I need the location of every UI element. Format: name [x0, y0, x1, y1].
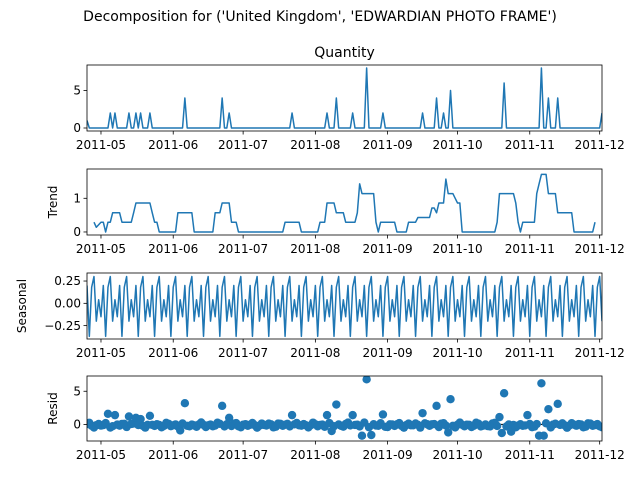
- y-tick-label: 1: [73, 191, 81, 205]
- x-tick-label: 2011-07: [218, 138, 268, 152]
- x-tick-label: 2011-06: [148, 138, 198, 152]
- resid-point: [499, 389, 509, 398]
- resid-point: [492, 421, 502, 431]
- axes-frame: [86, 168, 603, 236]
- x-tick-label: 2011-08: [290, 346, 340, 360]
- resid-point: [332, 400, 341, 409]
- axes-frame: [86, 375, 603, 442]
- panels-group: 2011-05 2011-06 2011-07 2011-08 2011-09 2011-…: [15, 45, 625, 462]
- x-tick-label: 2011-10: [432, 448, 482, 462]
- resid-point: [497, 428, 506, 438]
- x-tick-label: 2011-11: [505, 138, 555, 152]
- resid-point: [495, 412, 504, 422]
- resid-point: [597, 423, 602, 432]
- axes-frame: [86, 64, 603, 132]
- y-tick-label: 0.00: [54, 297, 81, 311]
- y-tick-label: 5: [73, 384, 81, 398]
- x-tick-label: 2011-10: [432, 138, 482, 152]
- x-tick-label: 2011-09: [363, 448, 413, 462]
- x-tick-label: 2011-09: [363, 242, 413, 256]
- y-axis-label: Seasonal: [15, 279, 29, 333]
- x-tick-label: 2011-05: [76, 138, 126, 152]
- panel-3: 2011-05 2011-06 2011-07 2011-08 2011-09 2011-…: [15, 272, 625, 360]
- y-tick-label: −0.25: [44, 319, 81, 333]
- resid-point: [357, 431, 367, 440]
- resid-point: [378, 410, 388, 419]
- resid-point: [176, 426, 185, 435]
- x-tick-label: 2011-06: [148, 346, 198, 360]
- resid-point: [287, 410, 297, 420]
- x-tick-label: 2011-06: [148, 242, 198, 256]
- x-tick-label: 2011-09: [363, 138, 413, 152]
- x-tick-label: 2011-08: [290, 138, 340, 152]
- resid-point: [523, 410, 532, 420]
- y-tick-label: 0: [73, 121, 81, 135]
- seasonal-series-line: [87, 275, 602, 338]
- plot-area: [93, 173, 596, 233]
- resid-point: [441, 421, 451, 430]
- x-tick-label: 2011-12: [575, 346, 625, 360]
- plot-area: [87, 275, 602, 338]
- y-tick-label: 5: [73, 84, 81, 98]
- resid-point: [444, 428, 453, 437]
- resid-point: [103, 409, 113, 419]
- x-tick-label: 2011-11: [505, 346, 555, 360]
- plot-area: [87, 67, 602, 129]
- resid-point: [180, 398, 190, 408]
- resid-point: [145, 411, 155, 420]
- x-tick-label: 2011-07: [218, 346, 268, 360]
- resid-point: [348, 410, 357, 420]
- x-tick-label: 2011-05: [76, 346, 126, 360]
- figure-suptitle: Decomposition for ('United Kingdom', 'ED…: [83, 9, 557, 25]
- x-tick-label: 2011-05: [76, 448, 126, 462]
- resid-point: [537, 379, 546, 388]
- x-tick-label: 2011-12: [575, 138, 625, 152]
- trend-series-line: [93, 173, 596, 233]
- panel-title: Quantity: [314, 45, 375, 61]
- resid-point: [553, 399, 562, 409]
- resid-point: [322, 410, 332, 420]
- resid-point: [136, 414, 145, 424]
- x-tick-label: 2011-10: [432, 346, 482, 360]
- resid-point: [532, 419, 541, 429]
- y-axis-label: Resid: [46, 392, 60, 424]
- resid-point: [110, 410, 120, 420]
- x-tick-label: 2011-10: [432, 242, 482, 256]
- resid-point: [224, 413, 234, 422]
- panel-2: 2011-05 2011-06 2011-07 2011-08 2011-09 2011-…: [46, 168, 625, 256]
- resid-point: [432, 401, 441, 411]
- x-tick-label: 2011-11: [505, 242, 555, 256]
- x-tick-label: 2011-06: [148, 448, 198, 462]
- x-tick-label: 2011-11: [505, 448, 555, 462]
- x-tick-label: 2011-12: [575, 242, 625, 256]
- y-axis-label: Trend: [46, 186, 60, 220]
- x-tick-label: 2011-07: [218, 242, 268, 256]
- resid-point: [539, 431, 548, 440]
- plot-area: [87, 376, 602, 440]
- y-tick-label: 0: [73, 225, 81, 239]
- x-tick-label: 2011-07: [218, 448, 268, 462]
- panel-4: 2011-05 2011-06 2011-07 2011-08 2011-09 2011-…: [46, 375, 625, 462]
- y-tick-label: 0.25: [54, 274, 81, 288]
- x-tick-label: 2011-08: [290, 448, 340, 462]
- resid-point: [446, 395, 455, 404]
- resid-point: [544, 404, 553, 414]
- y-tick-label: 0: [73, 418, 81, 432]
- resid-point: [367, 430, 376, 440]
- axes-frame: [86, 272, 603, 340]
- x-tick-label: 2011-08: [290, 242, 340, 256]
- resid-point: [362, 376, 371, 384]
- x-tick-label: 2011-09: [363, 346, 413, 360]
- quantity-series-line: [87, 67, 602, 129]
- x-tick-label: 2011-12: [575, 448, 625, 462]
- x-tick-label: 2011-05: [76, 242, 126, 256]
- resid-point: [418, 408, 427, 418]
- resid-point: [217, 401, 227, 411]
- panel-1: 2011-05 2011-06 2011-07 2011-08 2011-09 2011-…: [73, 45, 624, 152]
- resid-point: [124, 412, 134, 421]
